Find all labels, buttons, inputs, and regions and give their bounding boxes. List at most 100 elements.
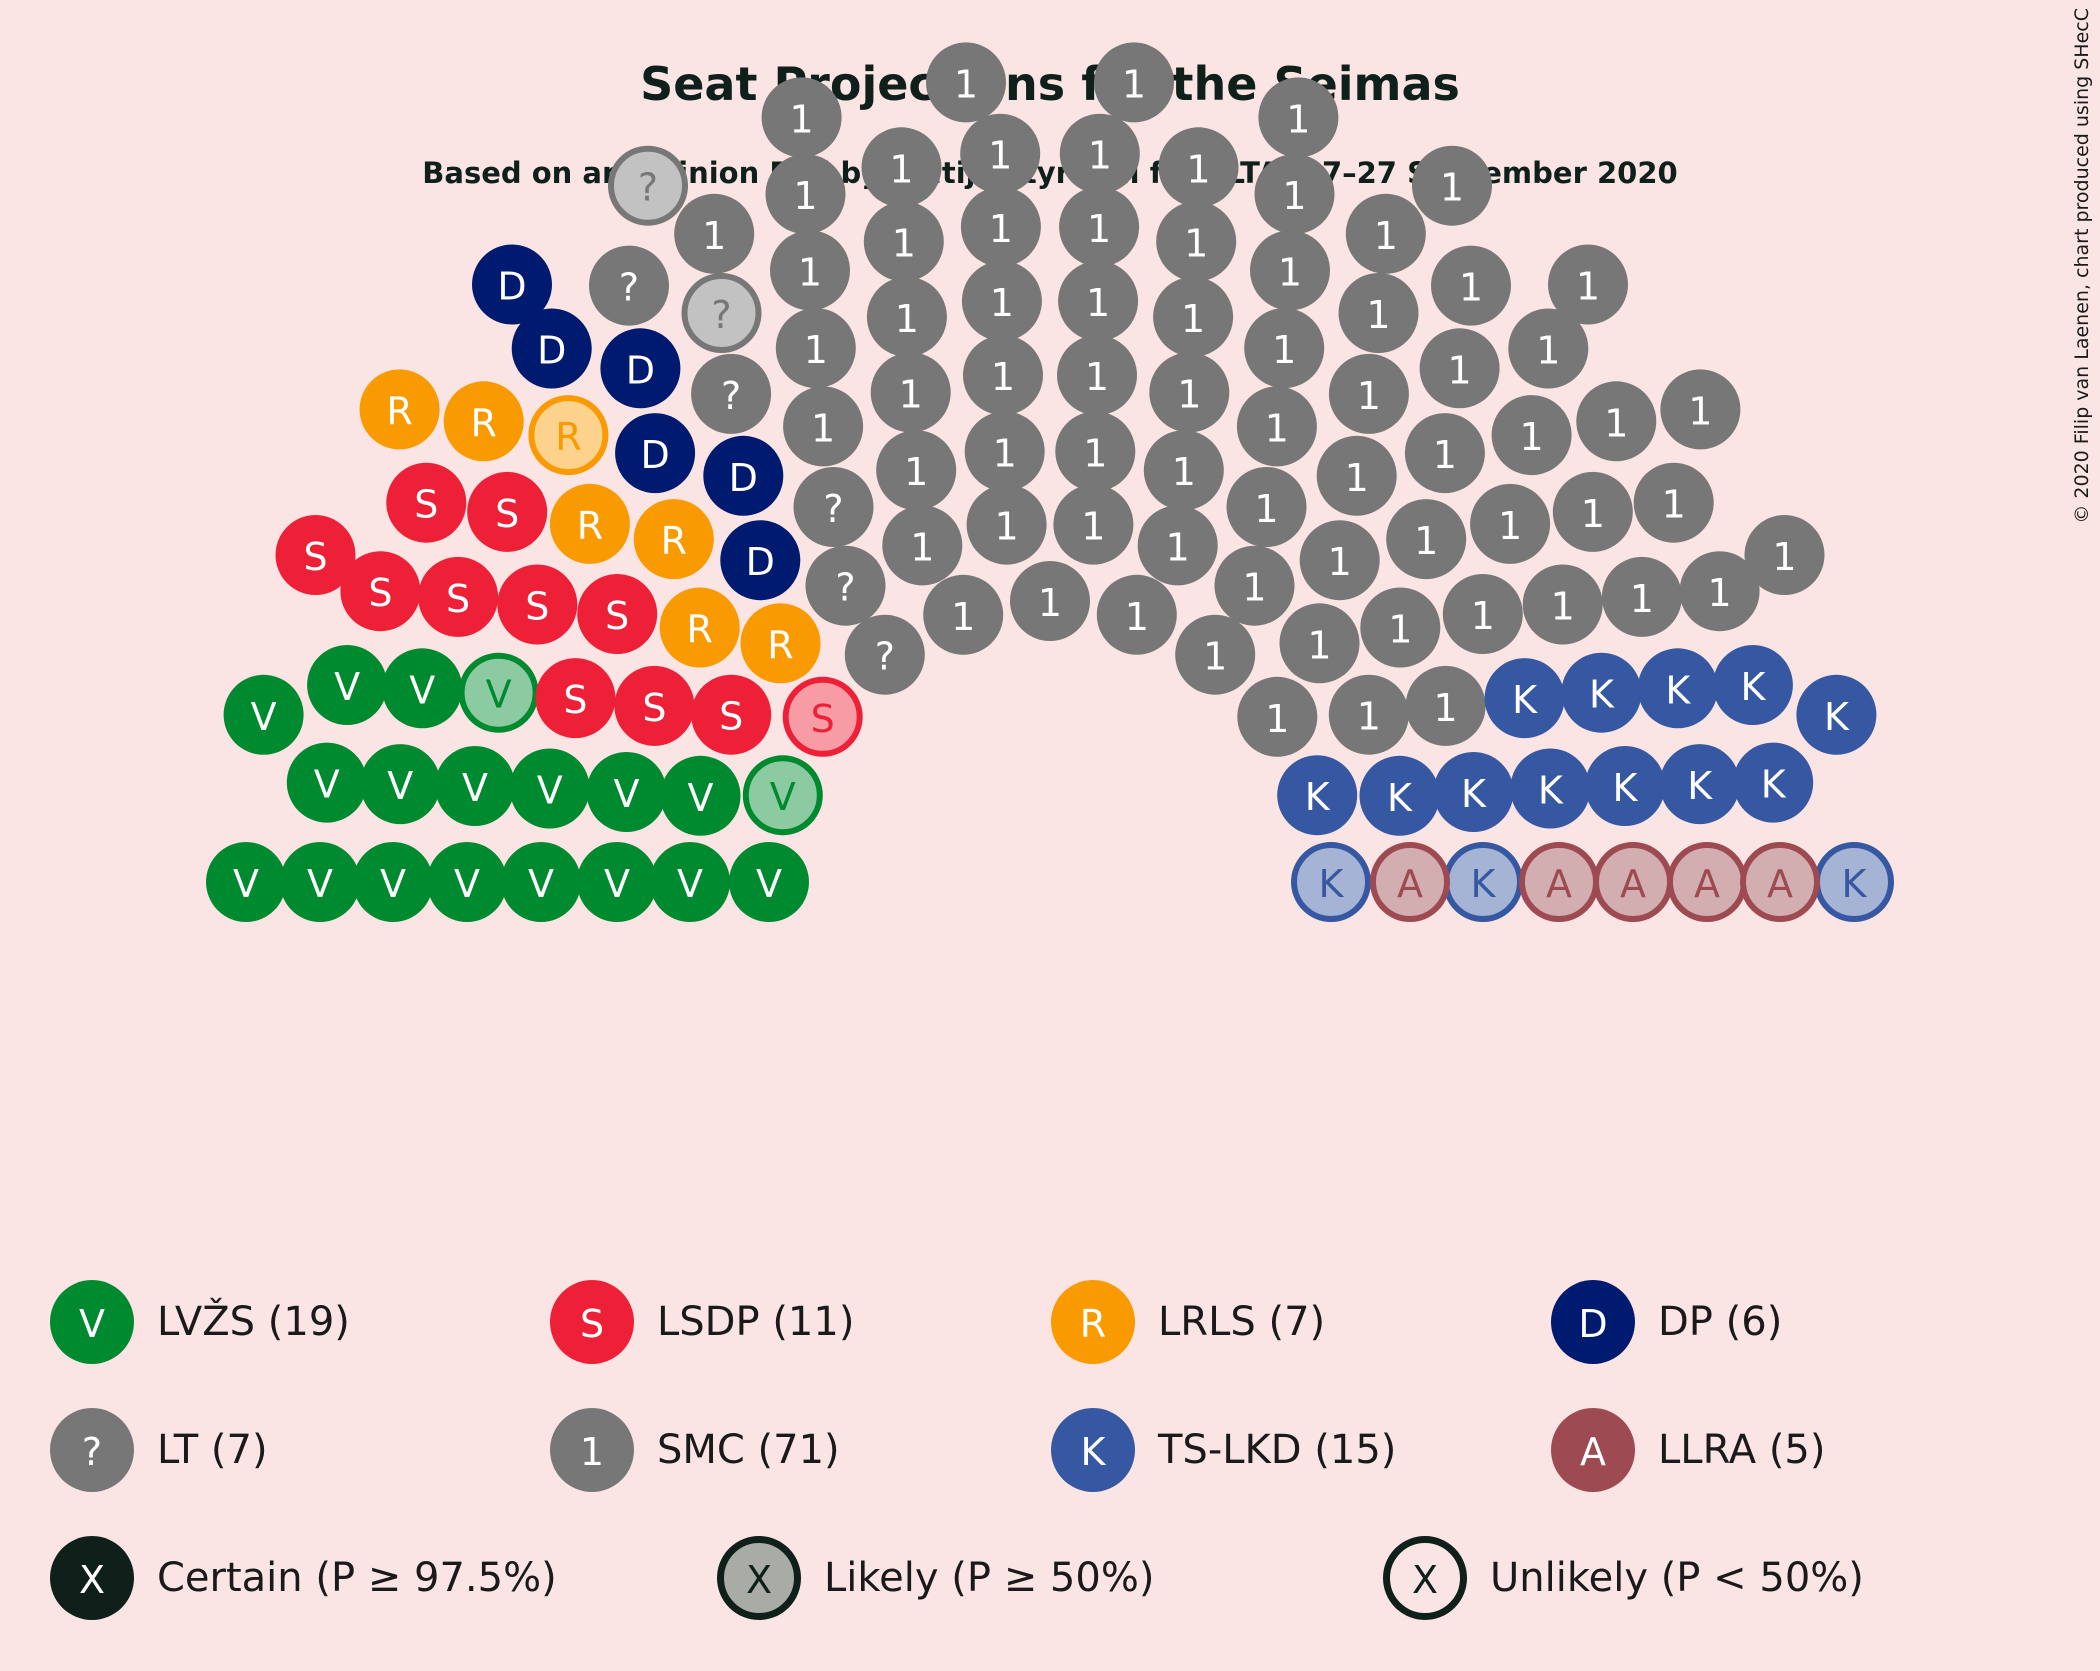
seat-lv-s: V <box>501 842 581 922</box>
seat-smc: 1 <box>1059 186 1140 267</box>
seat-ts-lkd: K <box>1659 744 1740 825</box>
seat-letter: 1 <box>991 355 1015 399</box>
seat-smc: 1 <box>783 386 864 467</box>
seat-letter: 1 <box>1278 250 1302 294</box>
seat-circle <box>1360 587 1441 668</box>
seat-letter: 1 <box>1440 166 1464 210</box>
seat-circle <box>1522 564 1603 645</box>
seat-circle <box>1059 113 1140 194</box>
seat-letter: 1 <box>1772 535 1796 579</box>
seat-circle <box>509 748 590 829</box>
seat-circle <box>1345 193 1426 274</box>
seat-circle <box>418 556 499 637</box>
seat-letter: 1 <box>1604 401 1628 445</box>
legend-item-dp: D DP (6) <box>1551 1280 1782 1364</box>
seat-lt: ? <box>589 245 669 326</box>
seat-circle <box>1470 483 1551 564</box>
seat-letter: V <box>251 695 277 739</box>
seat-letter: S <box>446 577 470 621</box>
seat-letter: K <box>1538 769 1564 813</box>
seat-circle <box>427 842 507 922</box>
seat-circle <box>960 186 1041 267</box>
seat-ts-lkd: K <box>1443 842 1523 922</box>
seat-circle <box>770 230 850 311</box>
legend-item-lrls: R LRLS (7) <box>1051 1280 1325 1364</box>
seat-letter: 1 <box>1122 62 1146 106</box>
seat-lsdp: S <box>782 676 863 757</box>
seat-circle <box>382 648 463 729</box>
seat-lrls: R <box>359 369 440 450</box>
seat-lsdp: S <box>340 551 421 632</box>
seat-circle <box>467 471 548 552</box>
seat-smc: 1 <box>765 154 846 235</box>
legend-swatch <box>550 1408 634 1492</box>
seat-smc: 1 <box>1299 520 1380 601</box>
seat-ts-lkd: K <box>1510 748 1591 829</box>
seat-smc: 1 <box>1744 515 1825 595</box>
seat-letter: 1 <box>1186 147 1210 191</box>
seat-circle <box>600 328 681 409</box>
seat-letter: S <box>495 492 519 536</box>
seat-circle <box>1386 499 1467 580</box>
seat-lrls: R <box>549 483 630 564</box>
seat-letter: 1 <box>1265 406 1289 450</box>
seat-smc: 1 <box>674 193 755 274</box>
seat-letter: V <box>387 764 413 808</box>
seat-smc: 1 <box>960 186 1041 267</box>
seat-circle <box>1679 551 1760 632</box>
seat-letter: R <box>577 504 603 548</box>
seat-letter: 1 <box>798 250 822 294</box>
seat-letter: 1 <box>1357 695 1381 739</box>
seat-letter: 1 <box>904 450 928 494</box>
seat-circle <box>1412 145 1492 226</box>
seat-letter: S <box>368 571 392 615</box>
seat-letter: 1 <box>1184 222 1208 266</box>
seat-letter: 1 <box>1433 433 1457 477</box>
seat-smc: 1 <box>876 430 957 511</box>
seat-ts-lkd: K <box>1561 652 1642 733</box>
seat-circle <box>1244 308 1325 389</box>
seat-circle <box>1576 381 1657 462</box>
seat-circle <box>691 674 772 755</box>
seat-letter: 1 <box>889 147 913 191</box>
seat-letter: R <box>555 415 581 459</box>
seat-circle <box>1096 574 1177 655</box>
seat-circle <box>1660 369 1741 450</box>
seat-smc: 1 <box>1254 154 1335 235</box>
seat-smc: 1 <box>863 201 944 282</box>
seat-letter: 1 <box>1203 635 1227 679</box>
seat-circle <box>528 395 609 476</box>
seat-circle <box>549 483 630 564</box>
seat-smc: 1 <box>1660 369 1741 450</box>
legend-letter: S <box>580 1302 604 1346</box>
seat-letter: 1 <box>1459 266 1483 310</box>
seat-circle <box>1442 574 1523 654</box>
seat-letter: 1 <box>1087 207 1111 251</box>
seat-lv-s: V <box>206 842 286 922</box>
seat-smc: 1 <box>1328 353 1409 434</box>
seat-smc: 1 <box>1404 413 1485 494</box>
seat-lrls: R <box>659 587 740 668</box>
seat-circle <box>681 273 762 353</box>
seat-letter: 1 <box>1081 505 1105 549</box>
seat-letter: D <box>640 433 669 477</box>
legend-label: DP (6) <box>1658 1299 1782 1345</box>
seat-letter: V <box>614 772 640 816</box>
seat-letter: 1 <box>1086 281 1110 325</box>
seat-smc: 1 <box>1601 556 1682 637</box>
seat-circle <box>1561 652 1642 733</box>
seat-letter: 1 <box>1125 595 1149 639</box>
seat-letter: 1 <box>1272 328 1296 372</box>
seat-circle <box>882 505 963 586</box>
seat-circle <box>1510 748 1591 829</box>
seat-ts-lkd: K <box>1359 755 1440 836</box>
seat-smc: 1 <box>1143 430 1224 511</box>
chart-title: Seat Projections for the Seimas <box>640 57 1460 111</box>
seat-lt: ? <box>681 273 762 353</box>
seat-smc: 1 <box>1633 462 1714 543</box>
seat-circle <box>1094 42 1174 123</box>
probability-letter: X <box>746 1558 772 1602</box>
seat-circle <box>633 499 714 580</box>
seat-circle <box>740 603 821 684</box>
